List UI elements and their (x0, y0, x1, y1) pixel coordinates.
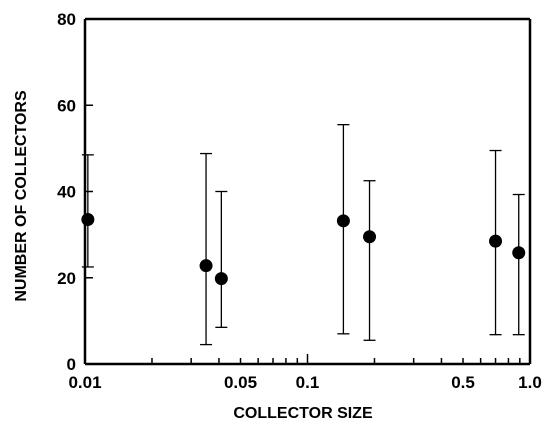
data-point (489, 234, 503, 248)
x-tick-label: 0.01 (68, 373, 101, 392)
x-tick-label: 0.1 (296, 373, 320, 392)
x-tick-label: 0.05 (224, 373, 257, 392)
y-axis-title: NUMBER OF COLLECTORS (13, 90, 30, 302)
x-tick-label: 0.5 (451, 373, 475, 392)
y-tick-label: 60 (57, 96, 76, 115)
data-point (214, 272, 228, 286)
y-tick-label: 20 (57, 269, 76, 288)
x-axis-title: COLLECTOR SIZE (233, 405, 373, 422)
data-point (199, 259, 213, 273)
data-point (336, 214, 350, 228)
data-point (81, 213, 95, 227)
x-tick-label: 1.0 (518, 373, 542, 392)
y-tick-label: 80 (57, 10, 76, 29)
data-point (363, 230, 377, 244)
y-tick-label: 40 (57, 183, 76, 202)
data-point (512, 246, 526, 260)
y-tick-label: 0 (67, 355, 76, 374)
